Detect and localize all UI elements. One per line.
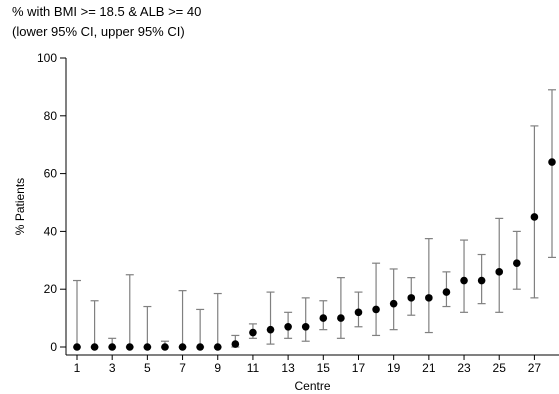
error-bar xyxy=(125,274,134,348)
error-bar xyxy=(495,217,504,313)
data-point xyxy=(495,268,504,276)
data-point xyxy=(178,343,187,351)
data-point xyxy=(513,259,521,267)
error-bar xyxy=(143,305,152,348)
data-point xyxy=(319,314,328,322)
error-bar xyxy=(372,262,381,337)
data-point xyxy=(213,343,222,351)
error-bar xyxy=(90,300,99,348)
data-point xyxy=(125,343,134,351)
error-bar xyxy=(178,290,187,348)
error-bar xyxy=(460,239,469,313)
x-axis-label: Centre xyxy=(294,379,330,393)
data-point xyxy=(548,158,556,166)
y-tick-label: 40 xyxy=(44,224,58,238)
x-tick-label: 13 xyxy=(281,361,295,375)
x-tick-label: 21 xyxy=(422,361,436,375)
data-point xyxy=(442,288,451,296)
data-point xyxy=(108,343,116,351)
data-point xyxy=(231,340,240,348)
y-tick-label: 20 xyxy=(44,282,58,296)
data-point xyxy=(477,276,486,285)
data-point xyxy=(530,213,539,221)
x-tick-label: 5 xyxy=(144,361,151,375)
data-point xyxy=(425,294,433,302)
data-point xyxy=(407,294,416,302)
error-bars xyxy=(73,89,556,348)
data-point xyxy=(389,299,398,308)
x-tick-label: 15 xyxy=(317,361,331,375)
x-tick-label: 9 xyxy=(214,361,221,375)
x-tick-label: 3 xyxy=(109,361,116,375)
error-bar xyxy=(389,268,398,331)
x-tick-label: 11 xyxy=(247,361,260,375)
data-points xyxy=(73,158,556,351)
y-tick-label: 80 xyxy=(44,109,58,123)
x-tick-label: 27 xyxy=(528,361,542,375)
y-tick-label: 60 xyxy=(44,167,58,181)
chart-title: % with BMI >= 18.5 & ALB >= 40 xyxy=(12,4,202,19)
data-point xyxy=(196,343,204,351)
error-bar xyxy=(213,292,222,348)
x-tick-label: 1 xyxy=(74,361,81,375)
x-tick-label: 25 xyxy=(493,361,507,375)
data-point xyxy=(161,343,169,351)
x-tick-label: 17 xyxy=(352,361,366,375)
data-point xyxy=(143,343,152,351)
y-tick-label: 100 xyxy=(37,51,57,65)
x-tick-label: 19 xyxy=(387,361,401,375)
error-bar xyxy=(73,279,81,348)
error-bar xyxy=(424,238,433,334)
data-point xyxy=(337,314,345,322)
error-bar xyxy=(301,297,310,342)
error-bar xyxy=(196,308,205,348)
data-point xyxy=(354,308,363,317)
error-bar xyxy=(336,277,345,339)
data-point xyxy=(90,343,99,351)
error-bar xyxy=(266,291,275,345)
error-bar xyxy=(548,89,556,259)
x-tick-label: 7 xyxy=(179,361,186,375)
data-point xyxy=(460,276,468,285)
x-tick-label: 23 xyxy=(457,361,471,375)
data-point xyxy=(301,322,310,331)
y-axis-label: % Patients xyxy=(13,178,27,235)
y-tick-label: 0 xyxy=(50,340,57,354)
data-point xyxy=(249,328,257,337)
data-point xyxy=(73,343,81,351)
data-point xyxy=(284,322,292,331)
data-point xyxy=(372,305,380,314)
error-bar xyxy=(530,125,539,299)
data-point xyxy=(266,325,275,334)
chart-subtitle: (lower 95% CI, upper 95% CI) xyxy=(12,24,185,39)
